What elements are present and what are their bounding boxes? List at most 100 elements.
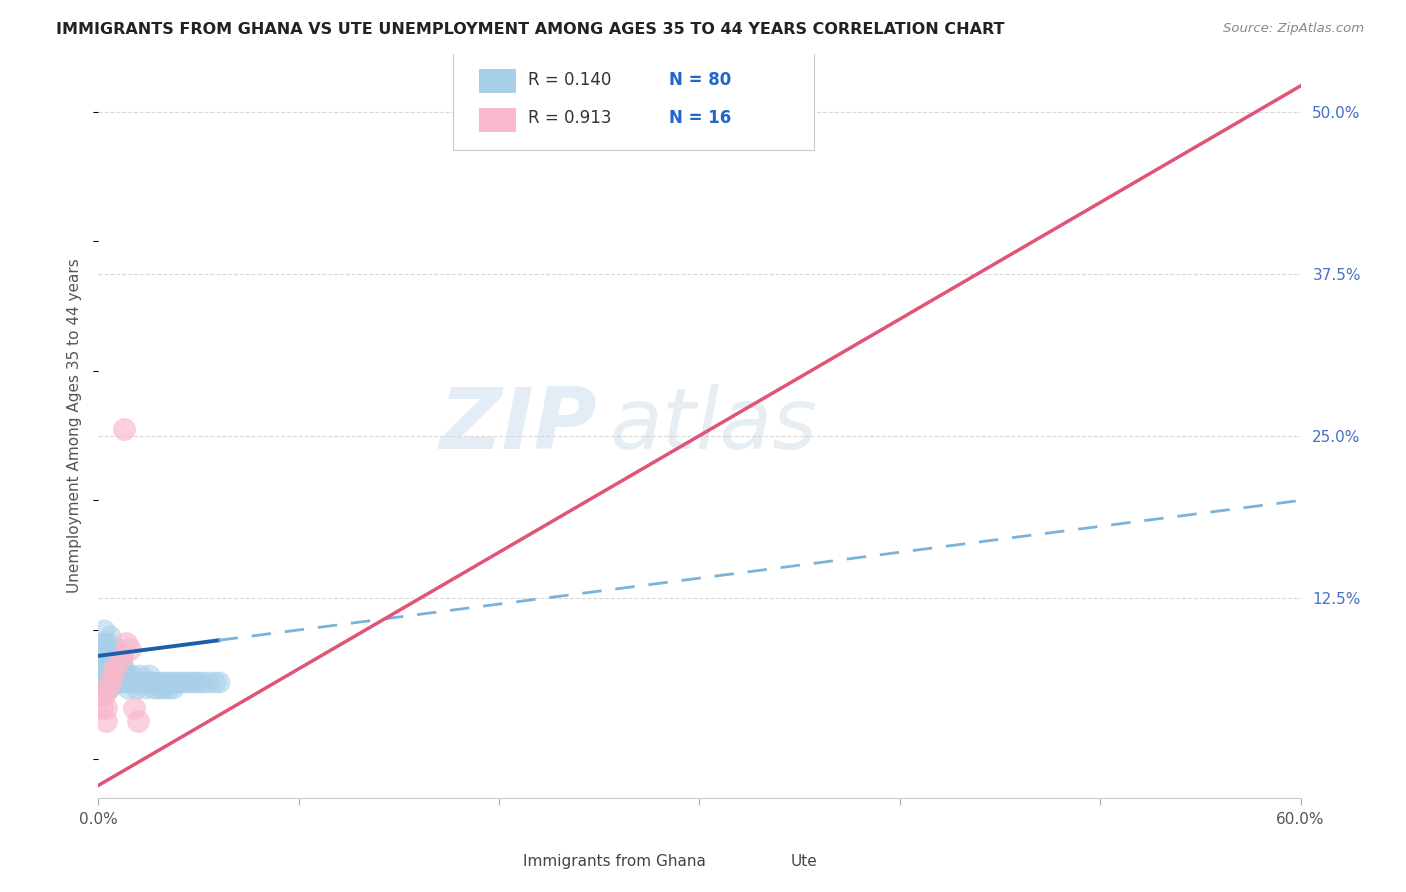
Point [197,674,219,689]
Point [149,681,172,696]
Point [153,681,176,696]
Text: N = 80: N = 80 [669,70,731,88]
Y-axis label: Unemployment Among Ages 35 to 44 years: Unemployment Among Ages 35 to 44 years [67,259,83,593]
Point [107,656,129,670]
Point [141,681,163,696]
Point [93,688,115,702]
Point [103,656,125,670]
Point [105,674,128,689]
Point [125,681,148,696]
Point [89,688,111,702]
Point [124,700,146,714]
Point [89,674,111,689]
Point [176,674,198,689]
Point [114,674,136,689]
Point [120,674,142,689]
Point [111,656,134,670]
Text: IMMIGRANTS FROM GHANA VS UTE UNEMPLOYMENT AMONG AGES 35 TO 44 YEARS CORRELATION : IMMIGRANTS FROM GHANA VS UTE UNEMPLOYMEN… [56,22,1005,37]
Point [93,623,115,637]
Point [96,700,118,714]
Point [107,668,129,682]
Point [117,668,139,682]
Point [139,674,162,689]
Point [114,422,136,436]
Point [172,674,194,689]
Point [110,674,132,689]
Point [100,674,122,689]
Point [100,668,122,682]
Point [167,674,190,689]
Point [110,662,132,676]
Point [96,642,118,657]
Point [204,674,226,689]
Point [155,674,177,689]
Point [180,674,202,689]
Point [100,681,122,696]
Point [145,681,167,696]
Point [115,636,138,650]
Text: N = 16: N = 16 [669,110,731,128]
Point [97,648,120,663]
Point [148,674,170,689]
Point [103,642,125,657]
Point [111,648,134,663]
Text: R = 0.140: R = 0.140 [527,70,612,88]
Point [105,662,128,676]
Text: Source: ZipAtlas.com: Source: ZipAtlas.com [1223,22,1364,36]
Point [107,642,129,657]
Point [101,662,124,676]
Point [128,714,150,728]
Point [107,656,129,670]
Point [128,674,150,689]
Point [93,648,115,663]
FancyBboxPatch shape [479,70,516,93]
Point [96,668,118,682]
Point [96,656,118,670]
Point [97,681,120,696]
Point [101,668,124,682]
Point [93,662,115,676]
Point [91,636,114,650]
Point [159,674,181,689]
Point [187,674,209,689]
Point [101,648,124,663]
Point [100,642,122,657]
Point [131,674,153,689]
Point [96,681,118,696]
Point [96,714,118,728]
Point [103,662,125,676]
Point [191,674,214,689]
Point [91,681,114,696]
Point [91,700,114,714]
Point [89,688,111,702]
Text: Immigrants from Ghana: Immigrants from Ghana [523,855,706,869]
Point [91,656,114,670]
Point [114,662,136,676]
Point [103,668,125,682]
Point [152,674,174,689]
Point [91,648,114,663]
Point [135,674,157,689]
Point [93,674,115,689]
Point [157,681,180,696]
Point [91,668,114,682]
FancyBboxPatch shape [453,50,814,151]
Point [120,642,142,657]
Point [183,674,205,689]
Point [97,674,120,689]
Point [100,656,122,670]
Point [97,636,120,650]
Text: atlas: atlas [609,384,817,467]
Point [89,662,111,676]
Point [121,668,143,682]
Point [93,688,115,702]
Text: Ute: Ute [790,855,817,869]
Point [117,681,139,696]
Point [115,668,138,682]
Point [97,662,120,676]
Text: ZIP: ZIP [440,384,598,467]
Text: R = 0.913: R = 0.913 [527,110,612,128]
FancyBboxPatch shape [479,108,516,132]
Point [93,636,115,650]
Point [208,674,231,689]
